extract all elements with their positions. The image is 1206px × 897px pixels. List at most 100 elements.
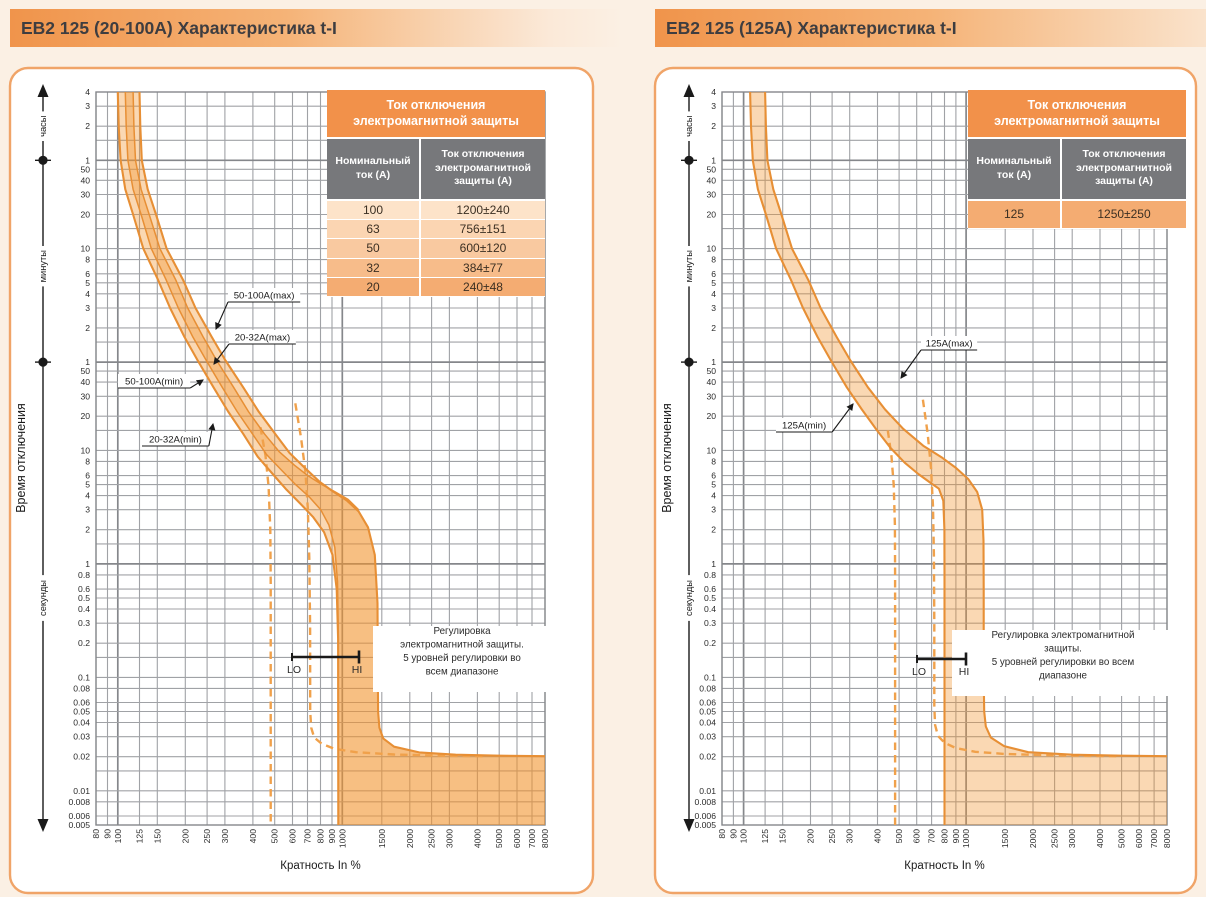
section-divider-icon bbox=[38, 357, 48, 367]
svg-text:0.2: 0.2 bbox=[78, 638, 90, 648]
svg-text:4: 4 bbox=[711, 87, 716, 97]
svg-text:0.008: 0.008 bbox=[68, 797, 90, 807]
x-axis-tick-labels: 80 90 100 125 150 200 250 300 400 500 600 700 800 900… bbox=[91, 829, 550, 848]
svg-text:0.8: 0.8 bbox=[78, 570, 90, 580]
svg-text:2: 2 bbox=[711, 525, 716, 535]
svg-text:8000: 8000 bbox=[1162, 829, 1172, 848]
svg-text:минуты: минуты bbox=[684, 250, 694, 283]
svg-text:4000: 4000 bbox=[472, 829, 482, 848]
cell-nominal-current: 50 bbox=[327, 239, 419, 258]
svg-text:1: 1 bbox=[711, 155, 716, 165]
grid bbox=[95, 91, 546, 826]
svg-text:2500: 2500 bbox=[427, 829, 437, 848]
svg-text:2500: 2500 bbox=[1050, 829, 1060, 848]
page-title-right: EB2 125 (125A) Характеристика t-I bbox=[655, 9, 1206, 47]
lo-hi-adjustment-marker: LO HI bbox=[912, 652, 970, 678]
svg-text:125A(min): 125A(min) bbox=[782, 421, 826, 432]
svg-text:HI: HI bbox=[959, 666, 970, 678]
lo-hi-adjustment-marker: LO HI bbox=[287, 650, 363, 676]
lo-setting-dashed-curves bbox=[886, 399, 1118, 825]
trip-curves bbox=[116, 91, 546, 826]
svg-text:200: 200 bbox=[806, 829, 816, 844]
svg-text:50: 50 bbox=[706, 164, 716, 174]
cell-nominal-current: 20 bbox=[327, 278, 419, 297]
svg-text:20: 20 bbox=[80, 210, 90, 220]
svg-text:HI: HI bbox=[352, 664, 363, 676]
cell-trip-current: 600±120 bbox=[421, 239, 545, 258]
time-unit-axis: часы минуты секунды bbox=[681, 84, 697, 832]
svg-text:5000: 5000 bbox=[1117, 829, 1127, 848]
svg-text:3: 3 bbox=[711, 505, 716, 515]
svg-text:минуты: минуты bbox=[38, 250, 48, 283]
adjustment-note: Регулировка электромагнитной защиты. 5 уро… bbox=[952, 630, 1176, 696]
svg-text:0.005: 0.005 bbox=[694, 820, 716, 830]
svg-text:0.4: 0.4 bbox=[704, 604, 716, 614]
svg-text:5 уровней регулировки во: 5 уровней регулировки во bbox=[403, 653, 521, 664]
svg-text:400: 400 bbox=[873, 829, 883, 844]
svg-text:1: 1 bbox=[85, 559, 90, 569]
section-divider-icon bbox=[684, 357, 694, 367]
arrow-up-icon bbox=[37, 84, 49, 97]
svg-text:8: 8 bbox=[711, 456, 716, 466]
svg-text:300: 300 bbox=[845, 829, 855, 844]
svg-text:600: 600 bbox=[288, 829, 298, 844]
svg-text:2000: 2000 bbox=[405, 829, 415, 848]
svg-text:Регулировка электромагнитной: Регулировка электромагнитной bbox=[992, 630, 1135, 641]
page-title-left: EB2 125 (20-100A) Характеристика t-I bbox=[10, 9, 623, 47]
svg-text:0.08: 0.08 bbox=[699, 683, 716, 693]
section-divider-icon bbox=[684, 155, 694, 165]
svg-text:1: 1 bbox=[711, 357, 716, 367]
y-axis-tick-labels: 432150403020108654321504030201086543210.… bbox=[694, 87, 716, 830]
svg-text:0.3: 0.3 bbox=[78, 618, 90, 628]
svg-text:8: 8 bbox=[85, 255, 90, 265]
svg-text:0.01: 0.01 bbox=[73, 786, 90, 796]
table-row: 32 384±77 bbox=[327, 258, 545, 278]
y-axis-title: Время отключения bbox=[660, 403, 674, 513]
svg-text:2: 2 bbox=[711, 323, 716, 333]
svg-text:8: 8 bbox=[85, 456, 90, 466]
svg-text:0.06: 0.06 bbox=[73, 698, 90, 708]
cell-trip-current: 240±48 bbox=[421, 278, 545, 297]
x-axis-title: Кратность In % bbox=[280, 860, 360, 872]
svg-text:0.006: 0.006 bbox=[694, 811, 716, 821]
svg-text:0.06: 0.06 bbox=[699, 698, 716, 708]
table-row: 63 756±151 bbox=[327, 219, 545, 239]
svg-text:3: 3 bbox=[85, 101, 90, 111]
svg-text:0.008: 0.008 bbox=[694, 797, 716, 807]
y-axis-title: Время отключения bbox=[14, 403, 28, 513]
svg-text:125A(max): 125A(max) bbox=[926, 339, 973, 350]
cell-nominal-current: 125 bbox=[968, 200, 1060, 228]
table-row: 125 1250±250 bbox=[968, 200, 1186, 228]
svg-text:0.05: 0.05 bbox=[73, 707, 90, 717]
svg-text:7000: 7000 bbox=[527, 829, 537, 848]
svg-text:6: 6 bbox=[711, 269, 716, 279]
svg-text:40: 40 bbox=[706, 175, 716, 185]
svg-text:100: 100 bbox=[113, 829, 123, 844]
svg-text:100: 100 bbox=[739, 829, 749, 844]
svg-text:800: 800 bbox=[316, 829, 326, 844]
svg-text:0.4: 0.4 bbox=[78, 604, 90, 614]
svg-text:50-100A(min): 50-100A(min) bbox=[125, 377, 183, 388]
svg-text:0.8: 0.8 bbox=[704, 570, 716, 580]
table-row: 100 1200±240 bbox=[327, 200, 545, 219]
svg-text:6000: 6000 bbox=[512, 829, 522, 848]
svg-text:2000: 2000 bbox=[1028, 829, 1038, 848]
cell-trip-current: 384±77 bbox=[421, 258, 545, 278]
svg-text:90: 90 bbox=[103, 829, 113, 839]
table-row: 20 240±48 bbox=[327, 278, 545, 297]
svg-text:20-32A(min): 20-32A(min) bbox=[149, 435, 202, 446]
svg-text:часы: часы bbox=[38, 115, 48, 137]
table-col-header-nominal: Номинальный ток (А) bbox=[968, 138, 1060, 199]
svg-text:5: 5 bbox=[85, 278, 90, 288]
svg-text:4: 4 bbox=[711, 289, 716, 299]
svg-text:0.03: 0.03 bbox=[73, 732, 90, 742]
arrow-down-icon bbox=[683, 819, 695, 832]
svg-text:500: 500 bbox=[894, 829, 904, 844]
svg-text:всем диапазоне: всем диапазоне bbox=[426, 667, 499, 678]
svg-text:8000: 8000 bbox=[540, 829, 550, 848]
svg-text:2: 2 bbox=[85, 121, 90, 131]
svg-text:электромагнитной защиты.: электромагнитной защиты. bbox=[400, 640, 524, 651]
svg-text:10: 10 bbox=[80, 445, 90, 455]
svg-text:секунды: секунды bbox=[684, 580, 694, 616]
cell-trip-current: 1200±240 bbox=[421, 200, 545, 219]
